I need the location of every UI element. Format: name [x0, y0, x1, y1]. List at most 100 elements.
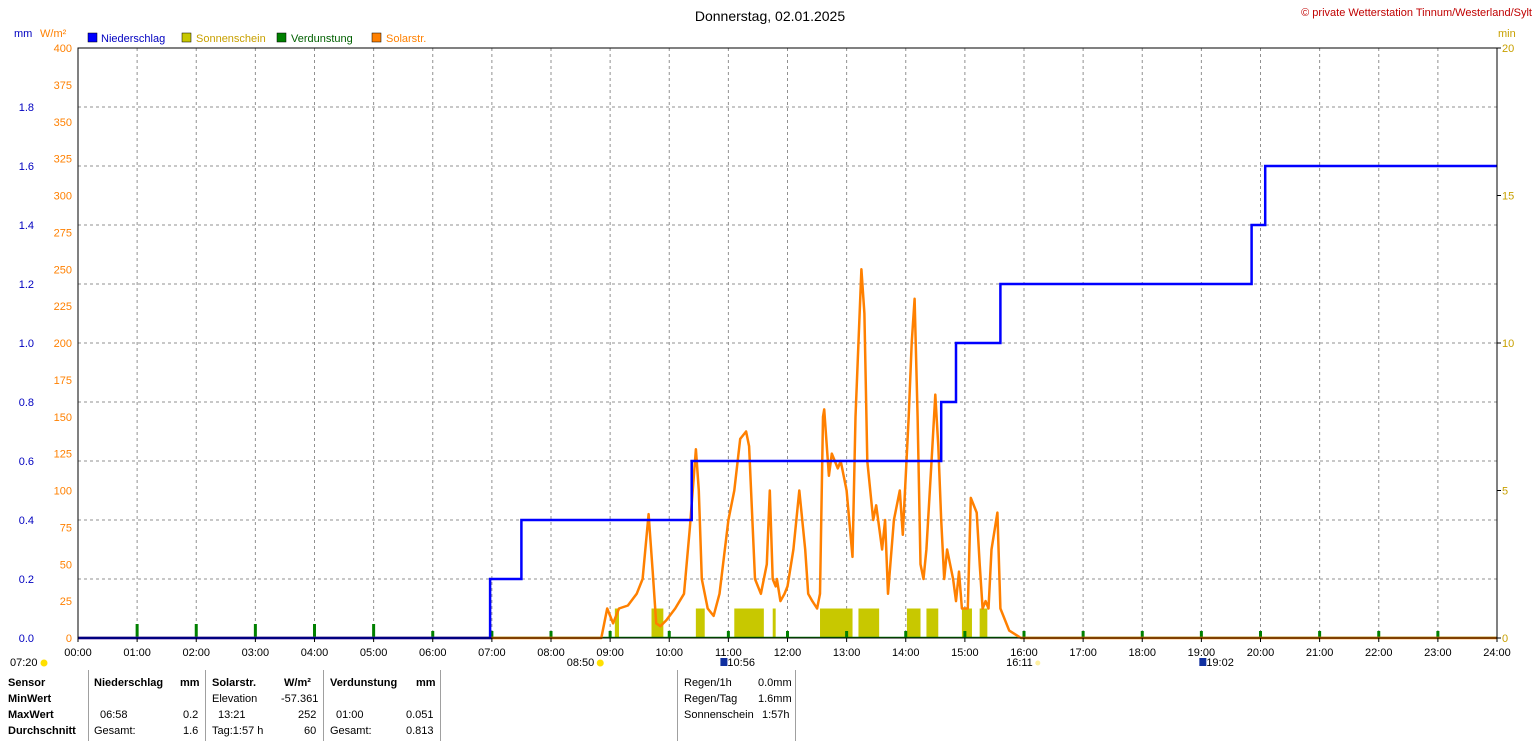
sun-icon	[596, 659, 604, 667]
x-tick-label: 04:00	[301, 647, 329, 659]
evaporation-marker	[1199, 631, 1203, 638]
marker-label: 19:02	[1206, 657, 1234, 668]
sunshine-bar	[926, 608, 939, 638]
min-tick-label: 0	[1502, 633, 1508, 645]
summary-value-rain-1h: 0.0mm	[758, 677, 792, 689]
mm-tick-label: 1.6	[19, 161, 34, 173]
x-tick-label: 12:00	[774, 647, 802, 659]
legend-label-solar: Solarstr.	[386, 33, 426, 45]
row-label-sensor: Sensor	[8, 677, 46, 689]
x-tick-label: 13:00	[833, 647, 861, 659]
sun-icon	[40, 659, 48, 667]
solar-max-time: 13:21	[218, 709, 246, 721]
mm-tick-label: 0.8	[19, 397, 34, 409]
x-tick-label: 16:00	[1010, 647, 1038, 659]
evaporation-marker	[253, 624, 257, 638]
wm2-tick-label: 400	[54, 43, 72, 55]
x-tick-label: 07:00	[478, 647, 506, 659]
x-tick-label: 19:00	[1188, 647, 1216, 659]
moon-icon	[1199, 658, 1207, 666]
min-tick-label: 5	[1502, 486, 1508, 498]
unit-mm: mm	[14, 28, 32, 40]
mm-tick-label: 1.8	[19, 102, 34, 114]
summary-value-rain-day: 1.6mm	[758, 693, 792, 705]
verdunstung-max-value: 0.051	[406, 709, 434, 721]
x-tick-label: 00:00	[64, 647, 92, 659]
x-tick-label: 20:00	[1247, 647, 1275, 659]
axis-wm2: 0 25 50 75 100 125 150 175 200 225 250 275 300 325 350…	[54, 43, 72, 645]
sunshine-bar	[979, 608, 988, 638]
solar-avg-value: 60	[304, 725, 317, 737]
wm2-tick-label: 125	[54, 449, 72, 461]
copyright-note: © private Wetterstation Tinnum/Westerlan…	[1301, 7, 1532, 19]
verdunstung-unit: mm	[416, 677, 436, 689]
wm2-tick-label: 100	[54, 486, 72, 498]
sunshine-bars	[614, 608, 988, 638]
x-tick-label: 17:00	[1069, 647, 1097, 659]
niederschlag-header: Niederschlag	[94, 677, 164, 689]
moon-icon	[720, 658, 728, 666]
evaporation-marker	[786, 631, 789, 638]
weather-chart: Donnerstag, 02.01.2025 © private Wetters…	[10, 7, 1532, 668]
niederschlag-total-label: Gesamt:	[94, 725, 136, 737]
niederschlag-max-time: 06:58	[100, 709, 128, 721]
wm2-tick-label: 325	[54, 154, 72, 166]
wm2-tick-label: 300	[54, 191, 72, 203]
sunshine-bar	[858, 608, 880, 638]
marker-label: 10:56	[727, 657, 755, 668]
unit-min: min	[1498, 28, 1516, 40]
evaporation-marker	[431, 631, 435, 638]
legend: Niederschlag Sonnenschein Verdunstung So…	[87, 32, 426, 45]
x-tick-label: 01:00	[123, 647, 151, 659]
x-tick-label: 05:00	[360, 647, 388, 659]
evaporation-marker	[1081, 631, 1085, 638]
wm2-tick-label: 200	[54, 338, 72, 350]
mm-tick-label: 0.2	[19, 574, 34, 586]
mm-tick-label: 0.0	[19, 633, 34, 645]
verdunstung-total-label: Gesamt:	[330, 725, 372, 737]
legend-label-verdunstung: Verdunstung	[291, 33, 353, 45]
x-tick-label: 10:00	[655, 647, 683, 659]
axis-min: 0 5 10 15 20	[1497, 43, 1514, 645]
wm2-tick-label: 25	[60, 596, 72, 608]
evaporation-marker	[726, 631, 730, 638]
x-tick-label: 15:00	[951, 647, 979, 659]
row-label-min: MinWert	[8, 693, 52, 705]
x-tick-label: 11:00	[715, 647, 742, 659]
x-tick-label: 09:00	[596, 647, 624, 659]
mm-tick-label: 1.2	[19, 279, 34, 291]
x-tick-label: 02:00	[182, 647, 210, 659]
evaporation-marker	[904, 631, 908, 638]
wm2-tick-label: 75	[60, 522, 72, 534]
evaporation-marker	[313, 624, 316, 638]
evaporation-marker	[194, 624, 198, 638]
x-tick-label: 24:00	[1483, 647, 1511, 659]
legend-swatch-niederschlag	[87, 32, 98, 43]
axis-time: 00:00 01:00 02:00 03:00 04:00 05:00 06:00 07:00…	[64, 638, 1511, 659]
table-divider	[323, 670, 324, 741]
marker-label: 16:11	[1006, 657, 1033, 668]
summary-table: Sensor MinWert MaxWert Durchschnitt Nied…	[0, 670, 1536, 741]
summary-label-rain-day: Regen/Tag	[684, 693, 738, 705]
evaporation-marker	[845, 631, 849, 638]
niederschlag-total-value: 1.6	[183, 725, 199, 737]
evaporation-marker	[1318, 631, 1322, 638]
evaporation-marker	[963, 631, 967, 638]
evaporation-marker	[1140, 631, 1144, 638]
summary-value-sunshine: 1:57h	[762, 709, 790, 721]
wm2-tick-label: 150	[54, 412, 72, 424]
table-divider	[677, 670, 678, 741]
evaporation-marker	[667, 631, 671, 638]
legend-label-sonnenschein: Sonnenschein	[196, 33, 266, 45]
marker-label: 07:20	[10, 657, 38, 668]
legend-label-niederschlag: Niederschlag	[101, 33, 165, 45]
evaporation-marker	[372, 624, 376, 638]
sunshine-bar	[614, 608, 619, 638]
niederschlag-unit: mm	[180, 677, 200, 689]
row-label-max: MaxWert	[8, 709, 54, 721]
evaporation-marker	[490, 631, 494, 638]
evaporation-marker	[1377, 631, 1381, 638]
legend-swatch-solar	[371, 32, 382, 43]
wm2-tick-label: 275	[54, 227, 72, 239]
unit-wm2: W/m²	[40, 28, 67, 40]
